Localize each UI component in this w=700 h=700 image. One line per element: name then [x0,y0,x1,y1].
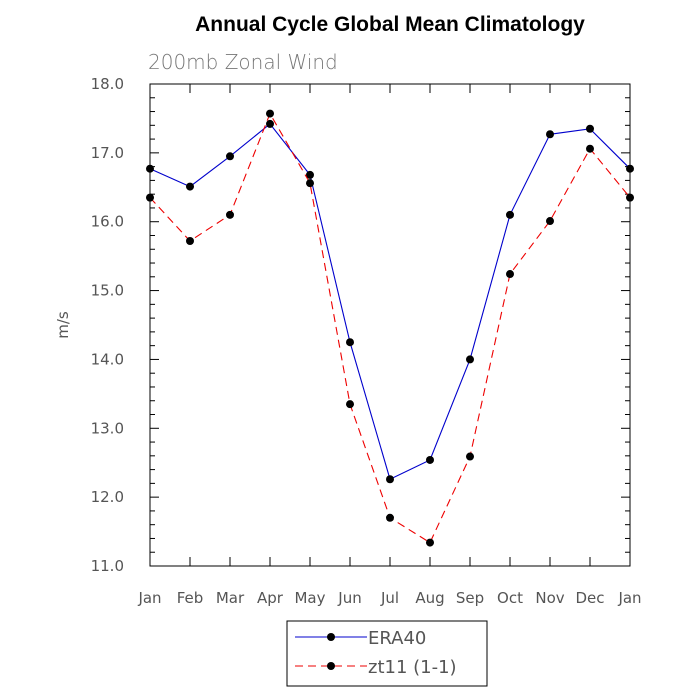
x-tick-label: Feb [177,589,204,607]
x-tick-label: Dec [575,589,604,607]
data-point [186,236,194,245]
y-axis-label: m/s [54,311,72,339]
axes: 11.0 12.0 13.0 14.0 15.0 16.0 17.0 18.0 Jan Feb Ma… [91,75,642,607]
data-point [626,193,634,202]
plot-frame [149,83,631,567]
x-tick-label: Apr [257,589,284,607]
x-tick-label: Oct [497,589,523,607]
data-point [626,164,634,173]
y-tick-label: 12.0 [91,488,124,506]
data-point [466,452,474,461]
x-tick-label: May [294,589,325,607]
data-point [546,130,554,139]
data-point [146,164,154,173]
legend: ERA40 zt11 (1-1) [286,620,488,687]
data-point [426,455,434,464]
series-line-0 [149,123,631,480]
x-tick-label: Jun [337,589,361,607]
data-point [146,193,154,202]
y-tick-label: 18.0 [91,75,124,93]
data-point [226,152,234,161]
data-point [506,270,514,279]
data-point [386,475,394,484]
legend-label: zt11 (1-1) [368,657,457,678]
x-tick-label: Jan [137,589,161,607]
y-tick-label: 11.0 [91,557,124,575]
legend-label: ERA40 [368,628,426,649]
x-tick-label: Mar [216,589,245,607]
y-tick-label: 17.0 [91,144,124,162]
y-tick-label: 15.0 [91,282,124,300]
legend-marker [327,662,335,670]
y-tick-label: 14.0 [91,350,124,368]
x-tick-label: Sep [456,589,484,607]
y-tick-label: 13.0 [91,419,124,437]
data-point [266,109,274,118]
chart-subtitle: 200mb Zonal Wind [148,50,338,74]
data-point [506,210,514,219]
chart-title: Annual Cycle Global Mean Climatology [195,13,585,36]
data-point [586,124,594,133]
data-point [306,170,314,179]
x-tick-label: Nov [535,589,564,607]
data-point [426,538,434,547]
data-point [266,119,274,128]
data-point [306,179,314,188]
legend-box [286,620,488,687]
data-point [546,217,554,226]
series-layer [146,109,634,547]
x-tick-label: Jul [380,589,399,607]
legend-marker [327,633,335,641]
y-tick-label: 16.0 [91,213,124,231]
data-point [466,355,474,364]
data-point [586,144,594,153]
data-point [386,513,394,522]
data-point [186,182,194,191]
data-point [346,338,354,347]
x-tick-label: Aug [415,589,444,607]
data-point [226,210,234,219]
x-tick-label: Jan [617,589,641,607]
data-point [346,400,354,409]
